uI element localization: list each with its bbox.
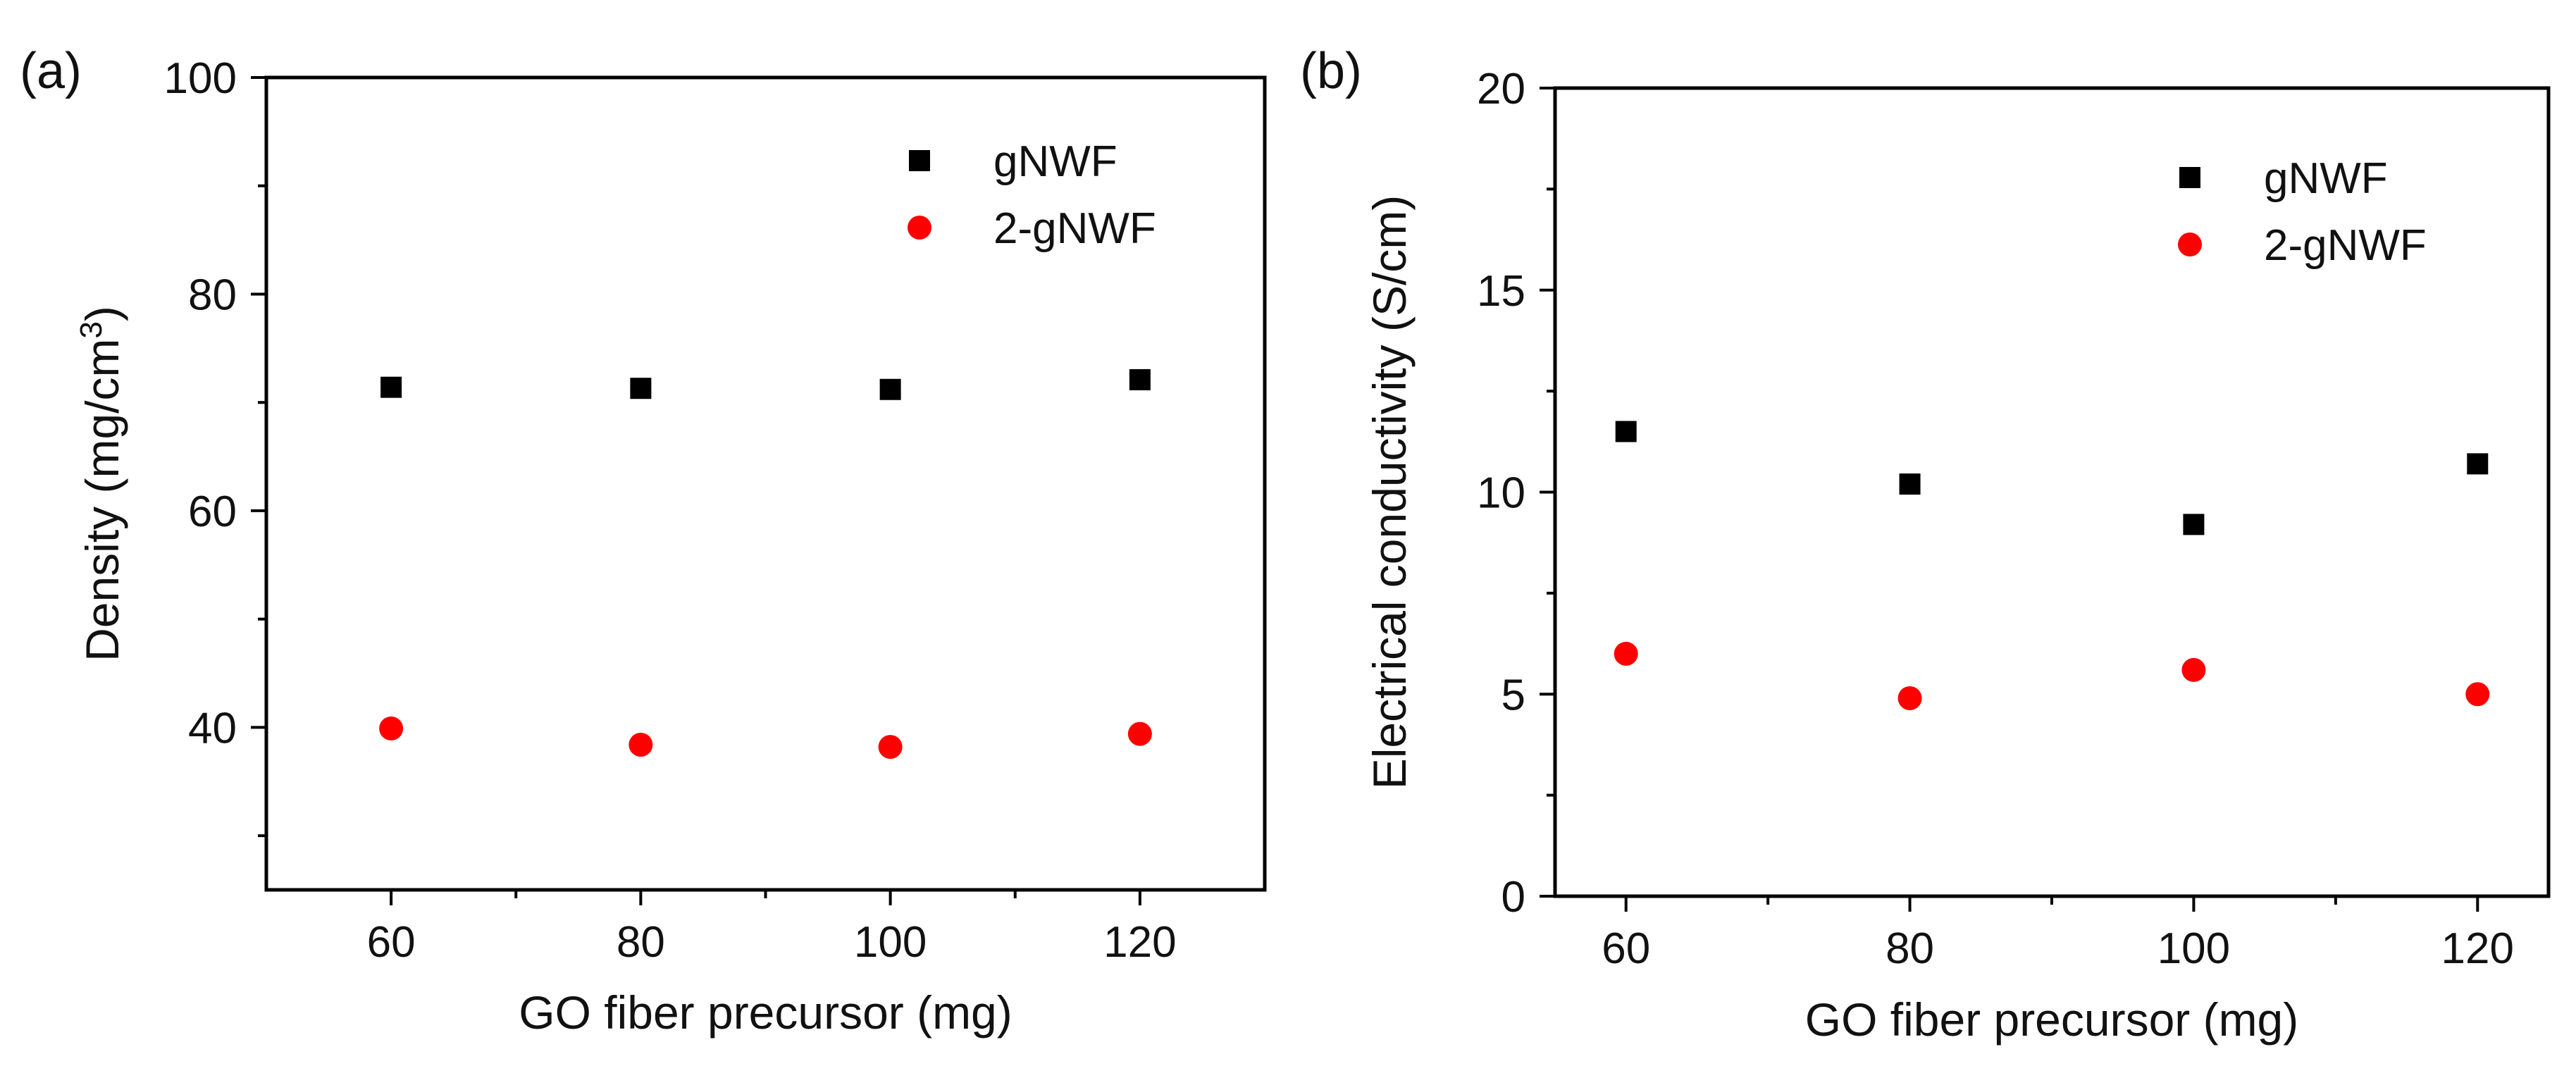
chart-b-y-tick-label: 20	[1477, 65, 1525, 113]
chart-a-y-axis-title-main: Density (mg/cm	[76, 339, 128, 662]
chart-a-y-axis-title-sup: 3	[74, 321, 109, 338]
chart-b-point-gnwf	[1615, 421, 1637, 442]
chart-a-y-axis-title-close: )	[76, 306, 128, 321]
chart-b-point-2-gnwf	[2465, 682, 2490, 707]
chart-a-x-tick-label: 120	[1103, 918, 1176, 967]
chart-a-x-tick-label: 100	[854, 918, 927, 967]
chart-b-panel: 60 80 100 120 0 5 10 15 20 GO fiber precursor (mg…	[1300, 43, 2551, 1046]
chart-a-panel-label: (a)	[20, 43, 82, 99]
chart-b-x-axis-title: GO fiber precursor (mg)	[1805, 993, 2298, 1046]
chart-b-point-gnwf	[2183, 514, 2205, 535]
chart-b-y-tick-label: 0	[1501, 873, 1525, 922]
chart-b-x-tick-label: 60	[1602, 924, 1650, 973]
chart-b-point-2-gnwf	[2181, 657, 2206, 682]
chart-b-point-gnwf	[2467, 453, 2489, 475]
chart-a-plot-frame	[264, 75, 1267, 892]
chart-a-y-tick-label: 100	[164, 54, 237, 103]
chart-b-y-axis-title-main: Electrical conductivity (S/cm)	[1363, 195, 1416, 790]
chart-b-point-gnwf	[1899, 473, 1921, 495]
chart-a-point-gnwf	[1129, 368, 1151, 390]
chart-a-point-2-gnwf	[628, 732, 653, 757]
chart-a-x-tick-label: 60	[367, 918, 416, 967]
chart-a-point-gnwf	[380, 376, 402, 398]
chart-b-point-2-gnwf	[1897, 686, 1922, 710]
chart-b-legend-marker-gnwf	[2179, 167, 2200, 188]
chart-a-panel: 60 80 100 120 40 60 80 100 GO fiber precursor (m…	[20, 43, 1267, 1039]
chart-a-x-axis-title: GO fiber precursor (mg)	[519, 986, 1012, 1039]
chart-b-x-tick-label: 100	[2157, 924, 2230, 973]
chart-a-point-2-gnwf	[1127, 721, 1152, 746]
chart-a-y-tick-label: 40	[188, 704, 237, 752]
chart-b-y-axis-title: Electrical conductivity (S/cm)	[1363, 195, 1416, 790]
chart-b-y-tick-label: 5	[1501, 671, 1525, 719]
chart-a-legend-marker-gnwf	[909, 150, 930, 171]
chart-a-legend-marker-2-gnwf	[908, 216, 931, 240]
chart-b-legend-label-2-gnwf: 2-gNWF	[2264, 221, 2427, 270]
chart-a-y-axis-title: Density (mg/cm3)	[74, 306, 129, 662]
chart-a-point-gnwf	[630, 378, 652, 399]
chart-a-point-2-gnwf	[379, 716, 404, 740]
chart-b-y-tick-label: 15	[1477, 267, 1525, 316]
chart-b-x-tick-label: 120	[2441, 924, 2514, 973]
chart-a-legend-label-2-gnwf: 2-gNWF	[993, 204, 1156, 253]
chart-b-legend-label-gnwf: gNWF	[2264, 154, 2388, 203]
chart-b-point-2-gnwf	[1614, 641, 1638, 666]
chart-b-y-tick-label: 10	[1477, 469, 1525, 518]
chart-a-x-tick-label: 80	[617, 918, 665, 967]
chart-a-point-gnwf	[879, 378, 901, 400]
chart-a-y-tick-label: 60	[188, 488, 237, 536]
chart-a-y-tick-label: 80	[188, 271, 237, 319]
chart-b-panel-label: (b)	[1300, 43, 1362, 99]
chart-a-point-2-gnwf	[878, 735, 903, 760]
chart-b-plot-frame	[1553, 86, 2551, 898]
chart-b-legend-marker-2-gnwf	[2178, 233, 2202, 256]
chart-a-legend-label-gnwf: gNWF	[993, 137, 1117, 186]
chart-b-x-tick-label: 80	[1885, 924, 1934, 973]
